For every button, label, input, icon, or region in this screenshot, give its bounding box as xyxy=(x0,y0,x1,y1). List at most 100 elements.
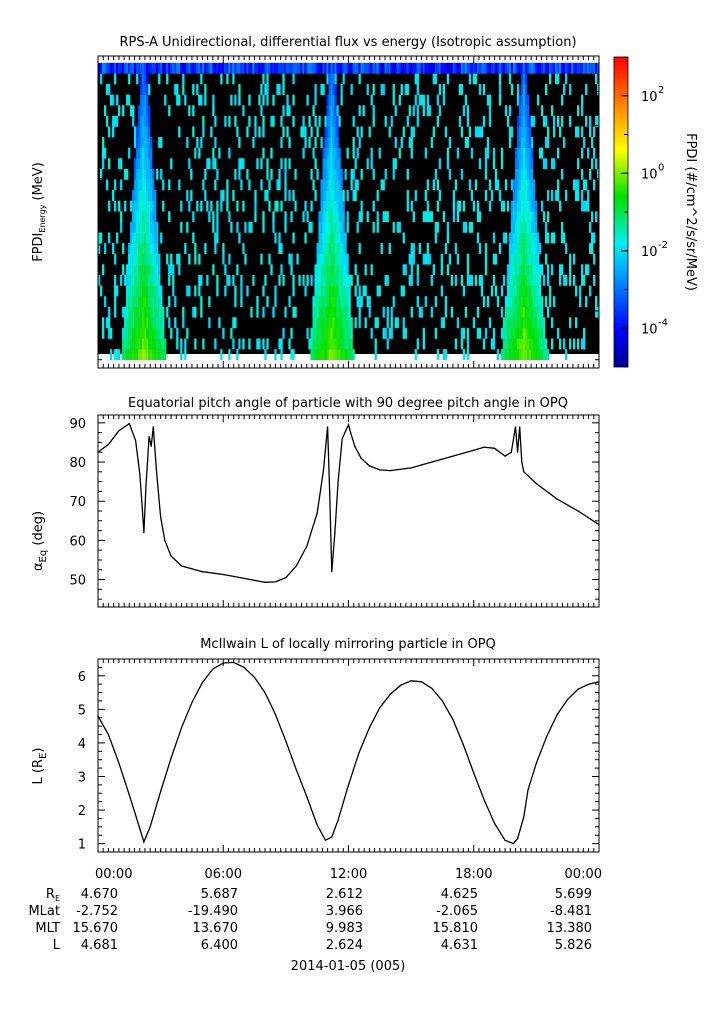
spectrogram-cell xyxy=(516,274,520,286)
spectrogram-cell xyxy=(146,349,149,360)
spectrogram-cell xyxy=(336,338,339,350)
spectrogram-cell xyxy=(524,147,528,159)
spectrogram-cell xyxy=(514,243,518,254)
spectrogram-cell xyxy=(556,62,560,74)
spectrogram-cell xyxy=(102,137,105,148)
x-tick-label: 06:00 xyxy=(205,867,242,882)
spectrogram-cell xyxy=(232,338,235,350)
spectrogram-cell xyxy=(468,221,472,233)
spectrogram-cell xyxy=(597,84,599,95)
spectrogram-cell xyxy=(142,115,145,127)
spectrogram-cell xyxy=(254,62,257,74)
spectrogram-cell xyxy=(384,327,387,339)
spectrogram-cell xyxy=(304,232,307,244)
spectrogram-cell xyxy=(340,62,343,74)
spectrogram-cell xyxy=(542,338,546,350)
spectrogram-cell xyxy=(516,168,520,180)
spectrogram-cell xyxy=(156,349,159,360)
spectrogram-cell xyxy=(396,317,399,329)
spectrogram-cell xyxy=(342,296,345,307)
spectrogram-cell xyxy=(268,179,271,191)
spectrogram-cell xyxy=(494,168,498,180)
spectrogram-cell xyxy=(324,317,327,329)
spectrogram-cell xyxy=(526,296,530,307)
spectrogram-cell xyxy=(340,338,343,350)
spectrogram-cell xyxy=(580,168,584,180)
spectrogram-cell xyxy=(320,221,323,233)
spectrogram-cell xyxy=(182,73,185,85)
spectrogram-cell xyxy=(532,190,536,201)
spectrogram-cell xyxy=(158,62,161,74)
spectrogram-cell xyxy=(358,211,361,223)
pitch-angle-point xyxy=(329,492,331,494)
spectrogram-cell xyxy=(266,296,269,307)
spectrogram-cell xyxy=(478,126,482,138)
spectrogram-cell xyxy=(238,137,241,148)
spectrogram-cell xyxy=(132,338,135,350)
spectrogram-cell xyxy=(200,73,203,85)
spectrogram-cell xyxy=(528,126,532,138)
spectrogram-cell xyxy=(116,232,119,244)
spectrogram-cell xyxy=(476,327,480,339)
mcilwain-l-point xyxy=(535,762,538,764)
spectrogram-cell xyxy=(404,84,407,95)
spectrogram-cell xyxy=(136,200,139,212)
spectrogram-cell xyxy=(510,200,514,212)
spectrogram-cell xyxy=(412,211,415,223)
spectrogram-cell xyxy=(560,168,564,180)
spectrogram-cell xyxy=(142,306,145,318)
spectrogram-cell xyxy=(574,190,578,201)
spectrogram-cell xyxy=(212,94,215,106)
spectrogram-cell xyxy=(278,179,281,191)
spectrogram-cell xyxy=(314,285,317,297)
spectrogram-cell xyxy=(460,274,464,286)
spectrogram-cell xyxy=(360,200,363,212)
spectrogram-cell xyxy=(338,200,341,212)
spectrogram-cell xyxy=(324,137,327,148)
spectrogram-cell xyxy=(134,232,137,244)
spectrogram-cell xyxy=(268,62,271,74)
spectrogram-cell xyxy=(516,115,520,127)
spectrogram-cell xyxy=(342,243,345,254)
spectrogram-cell xyxy=(516,211,520,223)
ephemeris-value: -8.481 xyxy=(550,904,592,919)
spectrogram-cell xyxy=(328,147,331,159)
spectrogram-cell xyxy=(516,317,520,329)
spectrogram-cell xyxy=(340,200,343,212)
spectrogram-cell xyxy=(324,232,327,244)
spectrogram-cell xyxy=(136,62,139,74)
spectrogram-cell xyxy=(562,84,566,95)
spectrogram-cell xyxy=(352,349,355,360)
spectrogram-cell xyxy=(268,253,271,265)
spectrogram-cell xyxy=(406,84,409,95)
spectrogram-cell xyxy=(324,200,327,212)
spectrogram-cell xyxy=(524,200,528,212)
spectrogram-cell xyxy=(438,190,441,201)
spectrogram-cell xyxy=(150,317,153,329)
pitch-angle-point xyxy=(327,426,329,428)
spectrogram-cell xyxy=(132,105,135,117)
spectrogram-cell xyxy=(150,264,153,276)
spectrogram-cell xyxy=(504,232,508,244)
spectrogram-cell xyxy=(148,84,151,95)
spectrogram-cell xyxy=(240,179,243,191)
spectrogram-cell xyxy=(506,264,510,276)
spectrogram-cell xyxy=(128,94,131,106)
spectrogram-cell xyxy=(516,264,520,276)
spectrogram-cell xyxy=(160,137,163,148)
spectrogram-cell xyxy=(312,62,315,74)
spectrogram-cell xyxy=(344,274,347,286)
spectrogram-cell xyxy=(518,190,522,201)
spectrogram-cell xyxy=(478,327,482,339)
spectrogram-cell xyxy=(140,94,143,106)
spectrogram-cell xyxy=(274,62,277,74)
spectrogram-cell xyxy=(292,232,295,244)
spectrogram-cell xyxy=(328,137,331,148)
spectrogram-cell xyxy=(146,115,149,127)
spectrogram-cell xyxy=(136,349,139,360)
spectrogram-cell xyxy=(564,73,568,85)
spectrogram-cell xyxy=(342,232,345,244)
spectrogram-cell xyxy=(334,349,337,360)
spectrogram-cell xyxy=(520,211,524,223)
spectrogram-cell xyxy=(114,296,117,307)
